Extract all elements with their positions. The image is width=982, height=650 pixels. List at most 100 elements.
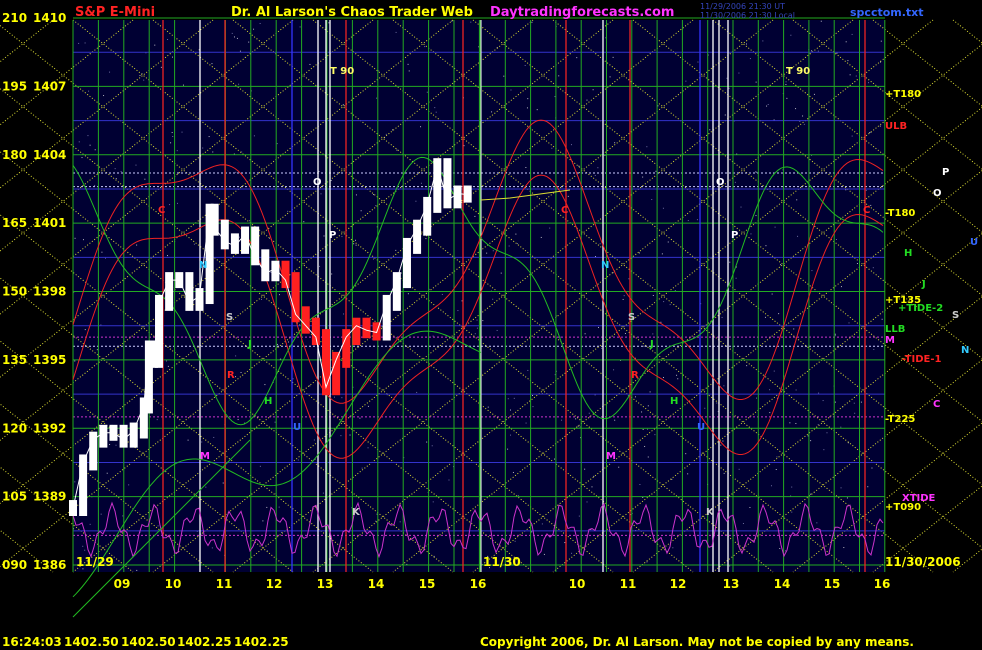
background-star bbox=[795, 389, 797, 391]
price-bar bbox=[119, 424, 128, 448]
background-star bbox=[114, 168, 116, 170]
price-bar bbox=[185, 272, 194, 311]
background-star bbox=[667, 241, 669, 243]
background-star bbox=[735, 266, 737, 268]
background-star bbox=[652, 333, 654, 335]
background-star bbox=[200, 533, 202, 535]
background-star bbox=[840, 426, 842, 428]
background-star bbox=[96, 349, 98, 351]
background-star bbox=[660, 321, 662, 323]
background-star bbox=[87, 135, 89, 137]
background-star bbox=[594, 174, 596, 176]
background-star bbox=[492, 298, 494, 300]
background-star bbox=[723, 385, 725, 387]
diagonal-line-down bbox=[952, 19, 982, 44]
background-star bbox=[375, 205, 377, 207]
background-star bbox=[172, 135, 174, 137]
background-star bbox=[425, 238, 427, 240]
background-star bbox=[167, 39, 169, 41]
background-star bbox=[867, 82, 869, 84]
planet-letter-outer: C bbox=[933, 399, 940, 410]
background-star bbox=[756, 171, 758, 173]
right-level-label: -TIDE-1 bbox=[902, 354, 942, 365]
background-star bbox=[571, 552, 573, 554]
background-star bbox=[396, 149, 398, 151]
background-star bbox=[554, 458, 556, 460]
background-star bbox=[367, 447, 369, 449]
background-star bbox=[136, 244, 138, 246]
background-star bbox=[249, 220, 251, 222]
x-tick-label: 10 bbox=[569, 577, 586, 591]
background-star bbox=[82, 568, 84, 570]
background-star bbox=[755, 397, 757, 399]
background-star bbox=[408, 70, 410, 72]
price-bar bbox=[230, 233, 239, 254]
background-star bbox=[671, 478, 673, 480]
background-star bbox=[82, 239, 84, 241]
background-star bbox=[847, 60, 849, 62]
background-star bbox=[213, 436, 215, 438]
background-star bbox=[420, 126, 422, 128]
background-star bbox=[634, 396, 636, 398]
background-star bbox=[415, 200, 417, 202]
background-star bbox=[170, 142, 172, 144]
background-star bbox=[662, 376, 664, 378]
x-tick-label: 15 bbox=[824, 577, 841, 591]
background-star bbox=[323, 235, 325, 237]
background-star bbox=[88, 90, 90, 92]
y-tide-label: 105 bbox=[2, 490, 27, 504]
background-star bbox=[549, 227, 551, 229]
background-star bbox=[834, 401, 836, 403]
copyright: Copyright 2006, Dr. Al Larson. May not b… bbox=[480, 635, 914, 649]
background-star bbox=[507, 448, 509, 450]
background-star bbox=[451, 20, 453, 22]
background-star bbox=[476, 319, 478, 321]
background-star bbox=[779, 548, 781, 550]
right-level-label: +T135 bbox=[885, 295, 921, 306]
y-price-label: 1392 bbox=[33, 421, 66, 435]
background-star bbox=[594, 256, 596, 258]
background-star bbox=[749, 506, 751, 508]
background-star bbox=[782, 169, 784, 171]
background-star bbox=[834, 333, 836, 335]
y-price-label: 1401 bbox=[33, 216, 66, 230]
background-star bbox=[353, 243, 355, 245]
background-star bbox=[860, 401, 862, 403]
background-star bbox=[372, 258, 374, 260]
y-tide-label: 120 bbox=[2, 421, 27, 435]
x-tick-label: 10 bbox=[165, 577, 182, 591]
timestamp-local: 11/30/2006 21:30 Local bbox=[700, 11, 795, 20]
background-star bbox=[400, 272, 402, 274]
planet-letter: M bbox=[606, 451, 616, 462]
background-star bbox=[817, 50, 819, 52]
background-star bbox=[728, 87, 730, 89]
background-star bbox=[540, 236, 542, 238]
background-star bbox=[578, 165, 580, 167]
background-star bbox=[651, 199, 653, 201]
background-star bbox=[746, 365, 748, 367]
background-star bbox=[385, 133, 387, 135]
y-tide-label: 135 bbox=[2, 353, 27, 367]
price-bar bbox=[251, 226, 260, 266]
background-star bbox=[343, 313, 345, 315]
background-star bbox=[395, 31, 397, 33]
background-star bbox=[642, 496, 644, 498]
background-star bbox=[740, 206, 742, 208]
background-star bbox=[491, 111, 493, 113]
background-star bbox=[487, 555, 489, 557]
background-star bbox=[847, 442, 849, 444]
price-bar bbox=[210, 203, 219, 236]
background-star bbox=[729, 565, 731, 567]
background-star bbox=[503, 75, 505, 77]
background-star bbox=[349, 434, 351, 436]
background-star bbox=[584, 468, 586, 470]
site-url[interactable]: Daytradingforecasts.com bbox=[490, 5, 675, 20]
background-star bbox=[424, 46, 426, 48]
background-star bbox=[749, 58, 751, 60]
price-bar bbox=[220, 219, 229, 250]
background-star bbox=[591, 486, 593, 488]
background-star bbox=[870, 204, 872, 206]
background-star bbox=[500, 272, 502, 274]
background-star bbox=[333, 396, 335, 398]
background-star bbox=[558, 75, 560, 77]
